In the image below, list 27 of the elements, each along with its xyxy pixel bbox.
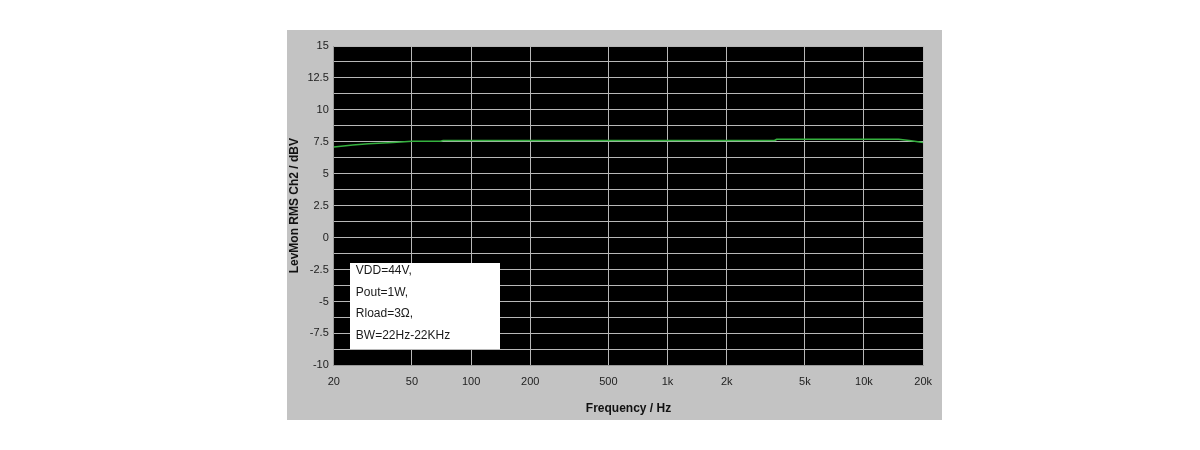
x-axis-title: Frequency / Hz: [585, 401, 672, 416]
y-tick-label: 7.5: [313, 134, 329, 147]
y-tick-label: 5: [322, 166, 329, 179]
y-tick-label: 10: [316, 102, 329, 115]
x-tick-label: 20k: [914, 375, 933, 388]
x-tick-label: 200: [521, 375, 540, 388]
annotation: Pout=1W,: [355, 284, 409, 299]
x-tick-label: 2k: [720, 375, 733, 388]
y-tick-label: 12.5: [307, 70, 329, 83]
y-tick-label: 15: [316, 39, 329, 52]
x-tick-label: 1k: [661, 375, 674, 388]
x-tick-label: 50: [405, 375, 419, 388]
x-tick-label: 20: [327, 375, 340, 388]
annotation: Rload=3Ω,: [355, 306, 414, 321]
y-tick-label: -10: [312, 358, 329, 371]
annotation: VDD=44V,: [355, 263, 412, 278]
y-axis-title: LevMon RMS Ch2 / dBV: [286, 138, 301, 274]
y-tick-label: 2.5: [313, 198, 329, 211]
y-tick-label: 0: [322, 230, 329, 243]
x-tick-label: 500: [599, 375, 618, 388]
y-tick-label: -5: [319, 294, 329, 307]
y-tick-label: -2.5: [309, 262, 329, 275]
y-tick-label: -7.5: [309, 326, 329, 339]
x-tick-label: 10k: [855, 375, 874, 388]
x-tick-label: 100: [461, 375, 481, 388]
x-tick-label: 5k: [799, 375, 812, 388]
annotation: BW=22Hz-22KHz: [355, 327, 451, 342]
